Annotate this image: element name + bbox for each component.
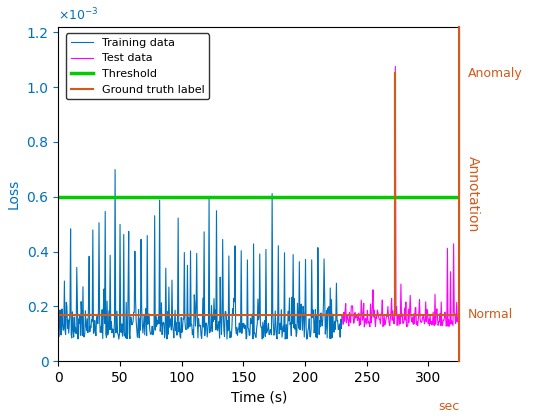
Text: $\times10^{-3}$: $\times10^{-3}$ xyxy=(58,7,99,24)
Test data xyxy=(367,324,374,329)
Ground truth label: (273, 0.00105): (273, 0.00105) xyxy=(391,71,398,76)
Training data xyxy=(209,329,216,334)
Test data xyxy=(392,64,399,69)
Line: Test data: Test data xyxy=(342,66,459,327)
Text: Anomaly: Anomaly xyxy=(468,67,522,80)
X-axis label: Time (s): Time (s) xyxy=(231,391,287,404)
Threshold xyxy=(55,194,62,199)
Training data xyxy=(296,259,303,264)
Training data xyxy=(115,336,122,341)
Test data xyxy=(339,314,346,319)
Y-axis label: Annotation: Annotation xyxy=(466,156,480,232)
Ground truth label: (0, 0.00017): (0, 0.00017) xyxy=(55,312,62,317)
Threshold xyxy=(56,194,63,199)
Text: Normal: Normal xyxy=(468,308,513,321)
Test data xyxy=(361,324,368,329)
Test data xyxy=(373,314,380,319)
Ground truth label: (273, 0.00017): (273, 0.00017) xyxy=(391,312,398,317)
Training data xyxy=(60,326,67,331)
Training data xyxy=(112,167,119,172)
Test data xyxy=(393,304,400,310)
Test data xyxy=(456,320,463,326)
Ground truth label: (325, 0.00017): (325, 0.00017) xyxy=(456,312,463,317)
Training data xyxy=(286,318,292,323)
Y-axis label: Loss: Loss xyxy=(7,179,21,209)
Test data xyxy=(351,318,358,323)
Line: Training data: Training data xyxy=(58,170,342,339)
Training data xyxy=(55,327,62,332)
Training data xyxy=(339,314,346,319)
Training data xyxy=(151,323,157,328)
Test data xyxy=(375,310,381,315)
Ground truth label: (273, 0.00017): (273, 0.00017) xyxy=(391,312,398,317)
Test data xyxy=(399,311,405,316)
Training data xyxy=(293,334,300,339)
Line: Ground truth label: Ground truth label xyxy=(58,74,459,315)
Text: sec: sec xyxy=(438,400,459,413)
Legend: Training data, Test data, Threshold, Ground truth label: Training data, Test data, Threshold, Gro… xyxy=(66,34,209,99)
